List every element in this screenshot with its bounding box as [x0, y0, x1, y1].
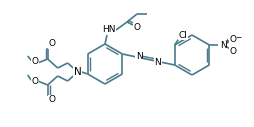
- Text: N: N: [74, 67, 82, 77]
- Text: O: O: [134, 22, 140, 31]
- Text: O: O: [230, 35, 237, 44]
- Text: O: O: [48, 96, 55, 105]
- Text: −: −: [235, 34, 242, 43]
- Text: N: N: [220, 41, 227, 50]
- Text: HN: HN: [102, 26, 116, 35]
- Text: N: N: [136, 52, 142, 61]
- Text: +: +: [225, 38, 230, 44]
- Text: O: O: [31, 77, 38, 86]
- Text: O: O: [230, 46, 237, 55]
- Text: O: O: [48, 39, 55, 49]
- Text: N: N: [154, 58, 161, 67]
- Text: O: O: [31, 58, 38, 67]
- Text: Cl: Cl: [178, 30, 187, 39]
